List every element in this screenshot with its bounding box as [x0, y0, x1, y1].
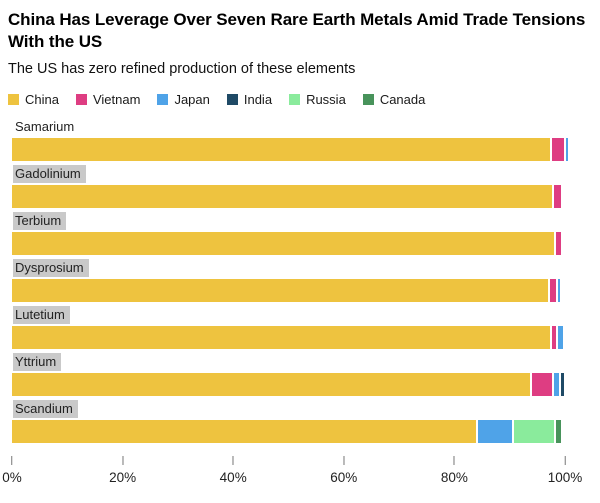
- bar-segment-japan: [554, 373, 560, 397]
- bar-segment-vietnam: [532, 373, 553, 397]
- bar-segment-japan: [566, 138, 569, 162]
- tick-mark: [564, 456, 566, 466]
- bar-segment-vietnam: [553, 185, 561, 209]
- tick-mark: [343, 456, 345, 466]
- chart-row-scandium: Scandium: [12, 400, 565, 444]
- bar-segment-india: [561, 373, 564, 397]
- chart-subtitle: The US has zero refined production of th…: [8, 61, 356, 78]
- category-label: Gadolinium: [13, 165, 86, 184]
- chart-row-terbium: Terbium: [12, 212, 565, 256]
- axis-tick: 20%: [109, 456, 136, 485]
- tick-label: 20%: [109, 470, 137, 486]
- chart-header: China Has Leverage Over Seven Rare Earth…: [0, 0, 600, 77]
- tick-mark: [232, 456, 234, 466]
- legend-item-india: India: [226, 92, 273, 108]
- category-label: Dysprosium: [13, 259, 89, 278]
- axis-tick: 80%: [441, 456, 468, 485]
- chart-row-lutetium: Lutetium: [12, 306, 565, 350]
- tick-label: 40%: [219, 470, 247, 486]
- legend-item-china: China: [8, 92, 59, 107]
- category-label-wrap: Scandium: [12, 400, 565, 420]
- bar-segment-china: [12, 279, 548, 303]
- chart-row-dysprosium: Dysprosium: [12, 259, 565, 303]
- chart-title: China Has Leverage Over Seven Rare Earth…: [8, 10, 586, 52]
- legend-item-vietnam: Vietnam: [75, 92, 141, 108]
- tick-label: 60%: [330, 470, 358, 486]
- bar-segment-china: [12, 373, 531, 397]
- bar-segment-japan: [557, 279, 561, 303]
- tick-label: 80%: [440, 470, 468, 486]
- bar-segment-vietnam: [549, 279, 556, 303]
- legend-label: China: [25, 92, 59, 108]
- legend-label: Vietnam: [92, 92, 141, 108]
- category-label: Lutetium: [13, 306, 70, 325]
- category-label-wrap: Terbium: [12, 212, 565, 232]
- category-label-wrap: Samarium: [12, 118, 565, 138]
- category-label: Scandium: [13, 400, 78, 419]
- stacked-bar: [12, 326, 565, 350]
- tick-mark: [453, 456, 455, 466]
- legend-swatch-icon: [75, 94, 87, 106]
- category-label: Yttrium: [13, 353, 62, 372]
- bar-segment-vietnam: [552, 326, 556, 350]
- category-label: Terbium: [13, 212, 67, 231]
- bar-segment-vietnam: [555, 232, 561, 256]
- stacked-bar: [12, 138, 569, 162]
- axis-tick: 60%: [330, 456, 357, 485]
- stacked-bar: [12, 279, 565, 303]
- category-label: Samarium: [15, 119, 75, 135]
- stacked-bar: [12, 373, 565, 397]
- category-label-wrap: Lutetium: [12, 306, 565, 326]
- legend-item-canada: Canada: [362, 92, 426, 108]
- legend-label: Russia: [306, 92, 346, 108]
- category-label-wrap: Yttrium: [12, 353, 565, 373]
- axis-tick: 100%: [547, 456, 583, 486]
- chart-row-samarium: Samarium: [12, 118, 569, 162]
- legend-swatch-icon: [226, 94, 238, 106]
- legend-label: Canada: [379, 92, 426, 108]
- legend-item-japan: Japan: [157, 92, 210, 108]
- bar-segment-china: [12, 138, 551, 162]
- legend-label: Japan: [174, 92, 210, 108]
- legend: China Vietnam Japan India Russia Canada: [8, 92, 600, 107]
- category-label-wrap: Gadolinium: [12, 165, 565, 185]
- bar-segment-china: [12, 185, 552, 209]
- tick-label: 0%: [2, 470, 22, 486]
- legend-swatch-icon: [8, 94, 19, 106]
- chart-rows: Samarium Gadolinium Terbium Dysprosium Lutet…: [12, 118, 569, 444]
- legend-item-russia: Russia: [289, 92, 346, 107]
- tick-mark: [122, 456, 124, 466]
- chart-row-yttrium: Yttrium: [12, 353, 565, 397]
- axis-tick: 40%: [220, 456, 247, 485]
- legend-swatch-icon: [362, 94, 374, 106]
- tick-mark: [11, 456, 13, 466]
- stacked-bar: [12, 232, 565, 256]
- x-axis: 0% 20% 40% 60% 80% 100%: [2, 456, 582, 496]
- bar-segment-china: [12, 420, 476, 444]
- bar-segment-china: [12, 232, 554, 256]
- axis-tick: 0%: [2, 456, 22, 485]
- legend-label: India: [243, 92, 273, 108]
- tick-label: 100%: [547, 470, 583, 486]
- bar-segment-russia: [514, 420, 555, 444]
- stacked-bar: [12, 420, 565, 444]
- bar-segment-japan: [557, 326, 563, 350]
- bar-segment-canada: [556, 420, 562, 444]
- legend-swatch-icon: [289, 94, 301, 106]
- bar-segment-vietnam: [552, 138, 565, 162]
- bar-segment-japan: [477, 420, 513, 444]
- chart-row-gadolinium: Gadolinium: [12, 165, 565, 209]
- bar-segment-china: [12, 326, 551, 350]
- category-label-wrap: Dysprosium: [12, 259, 565, 279]
- stacked-bar: [12, 185, 565, 209]
- legend-swatch-icon: [157, 94, 169, 106]
